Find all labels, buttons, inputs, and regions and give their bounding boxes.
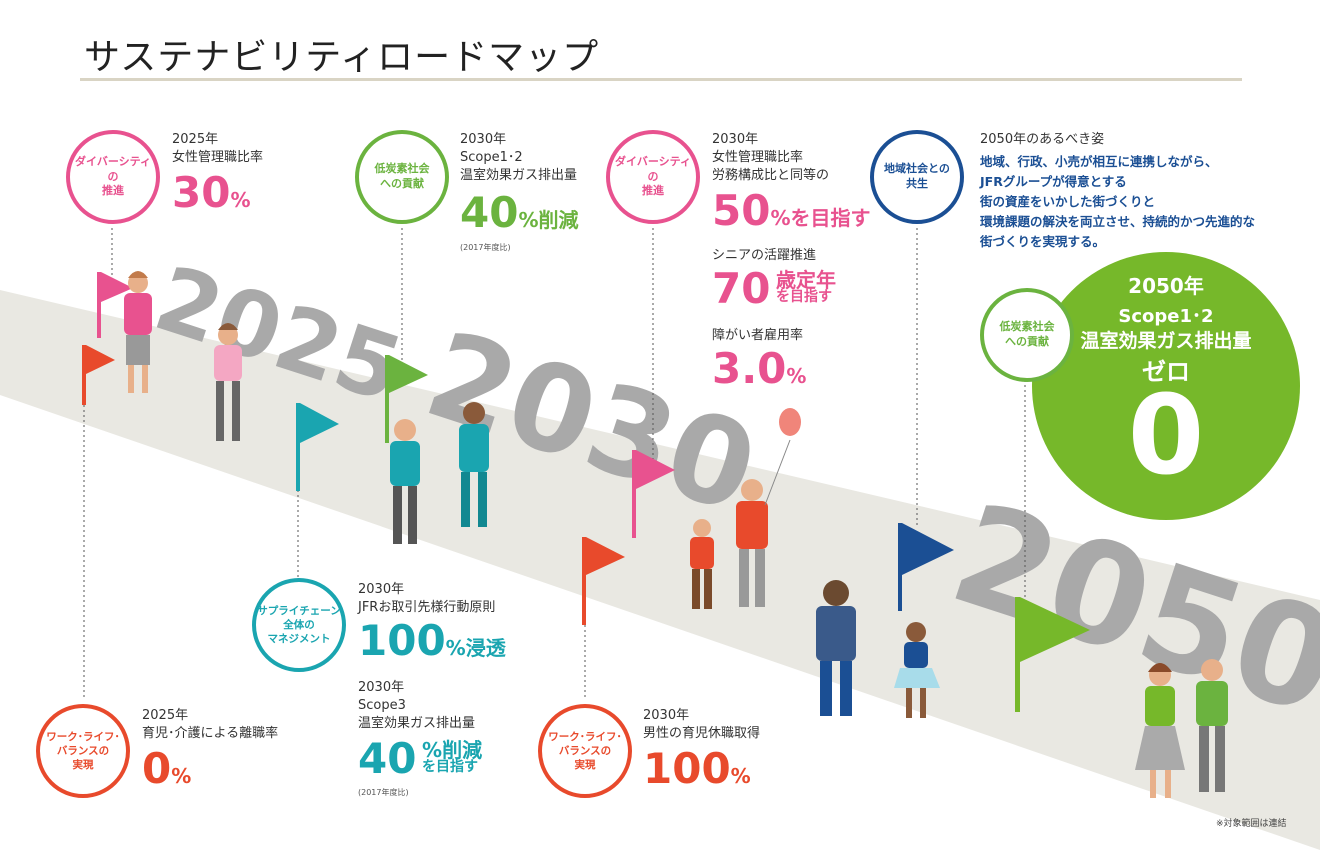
diversity-2030-year: 2030年 bbox=[712, 132, 759, 147]
wlb-2025-value-group: 0% bbox=[142, 748, 191, 790]
supply-2030-value-group: 100%浸透 bbox=[358, 620, 506, 662]
diversity-2025-year: 2025年 bbox=[172, 132, 219, 147]
lowcarbon-2050-year: 2050年 bbox=[1128, 274, 1204, 298]
senior-label: シニアの活躍推進 bbox=[712, 248, 817, 263]
tag-diversity-2025: ダイバーシティの 推進 bbox=[66, 130, 160, 224]
disabled-label: 障がい者雇用率 bbox=[712, 328, 804, 343]
community-line: JFRグループが得意とする bbox=[980, 174, 1127, 189]
diversity-2025-value-group: 30% bbox=[172, 172, 251, 214]
supply-2030-label: JFRお取引先様行動原則 bbox=[358, 600, 496, 615]
tag-wlb-2030: ワーク･ライフ･ バランスの 実現 bbox=[538, 704, 632, 798]
community-line: 環境課題の解決を両立させ、持続的かつ先進的な bbox=[980, 214, 1256, 229]
wlb-2025-year: 2025年 bbox=[142, 708, 189, 723]
flag-teal-2025 bbox=[296, 403, 339, 491]
diversity-2030-value-group: 50%を目指す bbox=[712, 190, 871, 232]
flag-red-2025 bbox=[82, 345, 115, 405]
title-rule bbox=[80, 78, 1242, 81]
lowcarbon-2050-label2: 温室効果ガス排出量 bbox=[1080, 330, 1252, 352]
supply-2030-value: 100 bbox=[358, 616, 446, 665]
person-girl-pink bbox=[214, 323, 242, 441]
flag-green-2030 bbox=[385, 355, 428, 443]
scope3-value: 40 bbox=[358, 734, 417, 783]
person-dad-red bbox=[736, 408, 801, 607]
lowcarbon-2050-value: 0 bbox=[1127, 371, 1205, 499]
diversity-2030-label1: 女性管理職比率 bbox=[712, 150, 804, 165]
lowcarbon-2030-note: (2017年度比) bbox=[460, 243, 511, 252]
scope3-label1: Scope3 bbox=[358, 698, 406, 713]
scope3-unit2: を目指す bbox=[422, 759, 479, 775]
lowcarbon-2030-value: 40 bbox=[460, 188, 519, 237]
lowcarbon-2030-year: 2030年 bbox=[460, 132, 507, 147]
disabled-unit: % bbox=[786, 364, 807, 388]
flag-pink-2025 bbox=[97, 272, 133, 338]
disabled-value: 3.0 bbox=[712, 344, 787, 393]
person-man-teal-2 bbox=[459, 402, 489, 527]
tag-lowcarbon-2030: 低炭素社会 への貢献 bbox=[355, 130, 449, 224]
lowcarbon-2030-label1: Scope1･2 bbox=[460, 150, 523, 165]
lowcarbon-2030-label2: 温室効果ガス排出量 bbox=[460, 168, 578, 183]
wlb-2025-label: 育児･介護による離職率 bbox=[142, 726, 279, 741]
community-2050-year: 2050年のあるべき姿 bbox=[980, 132, 1105, 147]
community-line: 街の資産をいかした街づくりと bbox=[980, 194, 1156, 209]
person-girl-blue bbox=[894, 622, 940, 718]
community-line: 地域、行政、小売が相互に連携しながら、 bbox=[980, 154, 1218, 169]
supply-2030-year: 2030年 bbox=[358, 582, 405, 597]
scope3-value-group: 40 %削減 を目指す bbox=[358, 738, 482, 780]
community-2050-text: 地域、行政、小売が相互に連携しながら、 JFRグループが得意とする 街の資産をい… bbox=[980, 152, 1255, 252]
community-line: 街づくりを実現する。 bbox=[980, 234, 1106, 249]
tag-community-2050: 地域社会との 共生 bbox=[870, 130, 964, 224]
person-man-green bbox=[1196, 659, 1228, 792]
wlb-2030-label: 男性の育児休職取得 bbox=[643, 726, 761, 741]
person-boy-red bbox=[690, 519, 714, 609]
scope3-unit1: %削減 bbox=[422, 738, 483, 762]
flag-pink-2030 bbox=[632, 450, 675, 538]
senior-value-group: 70 歳定年 を目指す bbox=[712, 268, 836, 310]
road bbox=[0, 290, 1320, 850]
tag-wlb-2025: ワーク･ライフ･ バランスの 実現 bbox=[36, 704, 130, 798]
lowcarbon-2030-unit: %削減 bbox=[518, 208, 579, 232]
lowcarbon-2050-circle bbox=[1032, 252, 1300, 520]
diversity-2030-label2: 労務構成比と同等の bbox=[712, 168, 830, 183]
tag-lowcarbon-2050: 低炭素社会 への貢献 bbox=[980, 288, 1074, 382]
page-title: サステナビリティロードマップ bbox=[84, 37, 600, 78]
diversity-2025-unit: % bbox=[230, 188, 251, 212]
person-man-navy bbox=[816, 580, 856, 716]
lowcarbon-2050-label3: ゼロ bbox=[1142, 358, 1190, 386]
person-man-teal bbox=[390, 419, 420, 544]
flag-green-2050 bbox=[1015, 597, 1090, 712]
wlb-2025-unit: % bbox=[171, 764, 192, 788]
wlb-2030-unit: % bbox=[730, 764, 751, 788]
scope3-year: 2030年 bbox=[358, 680, 405, 695]
flag-red-2030 bbox=[582, 537, 625, 625]
senior-value: 70 bbox=[712, 264, 771, 313]
lowcarbon-2030-value-group: 40%削減 bbox=[460, 192, 579, 234]
supply-2030-unit: %浸透 bbox=[445, 636, 506, 660]
person-woman-pink bbox=[124, 271, 152, 393]
wlb-2025-value: 0 bbox=[142, 744, 172, 793]
scope3-note: (2017年度比) bbox=[358, 788, 409, 797]
diversity-2025-value: 30 bbox=[172, 168, 231, 217]
tag-supply-2030: サプライチェーン 全体の マネジメント bbox=[252, 578, 346, 672]
tag-diversity-2030: ダイバーシティの 推進 bbox=[606, 130, 700, 224]
footnote: ※対象範囲は連結 bbox=[1216, 819, 1287, 829]
wlb-2030-value: 100 bbox=[643, 744, 731, 793]
flag-navy-2050 bbox=[898, 523, 954, 611]
diversity-2030-value: 50 bbox=[712, 186, 771, 235]
person-woman-green bbox=[1135, 663, 1185, 798]
scope3-label2: 温室効果ガス排出量 bbox=[358, 716, 476, 731]
senior-unit1: 歳定年 bbox=[776, 268, 837, 292]
senior-unit2: を目指す bbox=[776, 289, 833, 305]
lowcarbon-2050-label1: Scope1･2 bbox=[1118, 306, 1214, 327]
diversity-2025-label: 女性管理職比率 bbox=[172, 150, 264, 165]
diversity-2030-unit: %を目指す bbox=[770, 206, 871, 230]
wlb-2030-year: 2030年 bbox=[643, 708, 690, 723]
disabled-value-group: 3.0% bbox=[712, 348, 806, 390]
wlb-2030-value-group: 100% bbox=[643, 748, 751, 790]
